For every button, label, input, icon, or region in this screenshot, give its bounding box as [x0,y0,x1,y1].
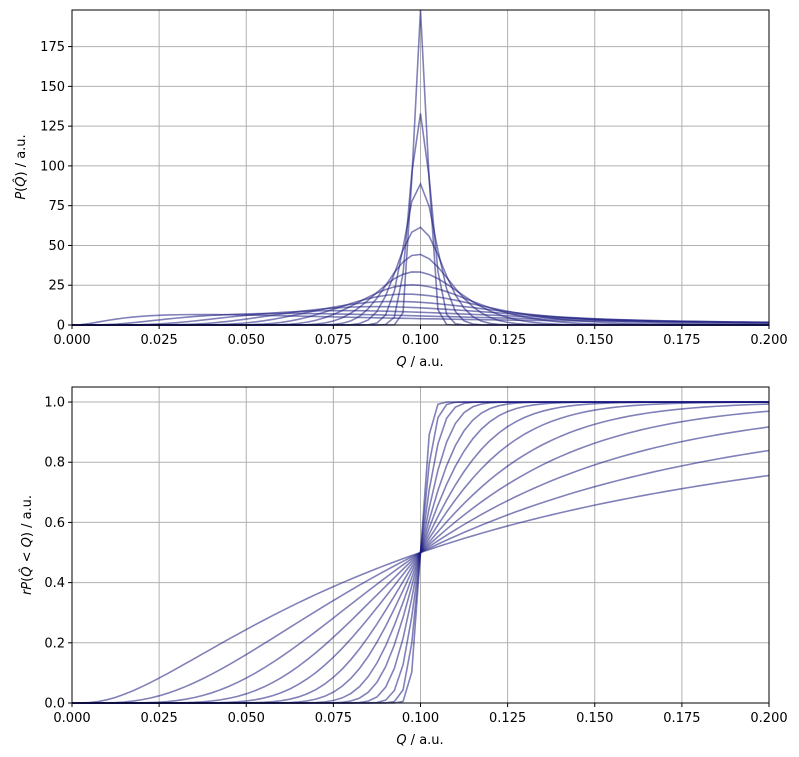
cdf-panel: 0.000 0.025 0.050 0.075 0.100 0.125 0.150 0.175… [20,386,788,748]
cdf-xtick-label: 0.150 [576,711,613,726]
pdf-ytick-label: 50 [48,239,65,254]
pdf-ytick-label: 125 [40,120,65,135]
pdf-ylabel: P(Q̂) / a.u. [14,134,29,199]
pdf-xtick-label: 0.150 [576,333,613,348]
pdf-xtick-label: 0.200 [750,333,787,348]
cdf-ylabel: rP(Q̂ < Q) / a.u. [20,495,35,595]
pdf-series-line-12 [72,312,770,326]
cdf-series-line-13 [71,474,770,704]
pdf-xtick-label: 0.050 [228,333,265,348]
cdf-ytick-label: 0.0 [44,697,65,712]
pdf-ytick-label: 75 [48,199,65,214]
pdf-grid [71,10,770,326]
cdf-xlabel: Q / a.u. [396,733,443,748]
pdf-xtick-label: 0.075 [315,333,352,348]
pdf-xlabel: Q / a.u. [396,355,443,370]
pdf-xtick-label: 0.100 [402,333,439,348]
pdf-ticks: 0.000 0.025 0.050 0.075 0.100 0.125 0.150 0.175… [40,40,787,348]
pdf-ytick-label: 0 [57,319,65,334]
cdf-xtick-label: 0.175 [663,711,700,726]
pdf-xtick-label: 0.175 [663,333,700,348]
pdf-xtick-label: 0.125 [489,333,526,348]
pdf-xtick-label: 0.000 [53,333,90,348]
pdf-ytick-label: 175 [40,40,65,55]
cdf-xtick-label: 0.125 [489,711,526,726]
pdf-ytick-label: 25 [48,279,65,294]
cdf-xtick-label: 0.025 [141,711,178,726]
cdf-xtick-label: 0.075 [315,711,352,726]
pdf-series-line-13 [71,313,770,326]
cdf-ytick-label: 1.0 [44,396,65,411]
pdf-ytick-label: 100 [40,159,65,174]
cdf-ytick-label: 0.4 [44,576,65,591]
cdf-xtick-label: 0.050 [228,711,265,726]
pdf-xtick-label: 0.025 [141,333,178,348]
cdf-ytick-label: 0.2 [44,636,65,651]
pdf-ytick-label: 150 [40,80,65,95]
cdf-xtick-label: 0.000 [53,711,90,726]
cdf-ticks: 0.000 0.025 0.050 0.075 0.100 0.125 0.150 0.175… [44,396,787,726]
cdf-xtick-label: 0.200 [750,711,787,726]
cdf-ytick-label: 0.8 [44,456,65,471]
pdf-panel: 0.000 0.025 0.050 0.075 0.100 0.125 0.150 0.175… [14,9,788,370]
cdf-ytick-label: 0.6 [44,516,65,531]
cdf-xtick-label: 0.100 [402,711,439,726]
